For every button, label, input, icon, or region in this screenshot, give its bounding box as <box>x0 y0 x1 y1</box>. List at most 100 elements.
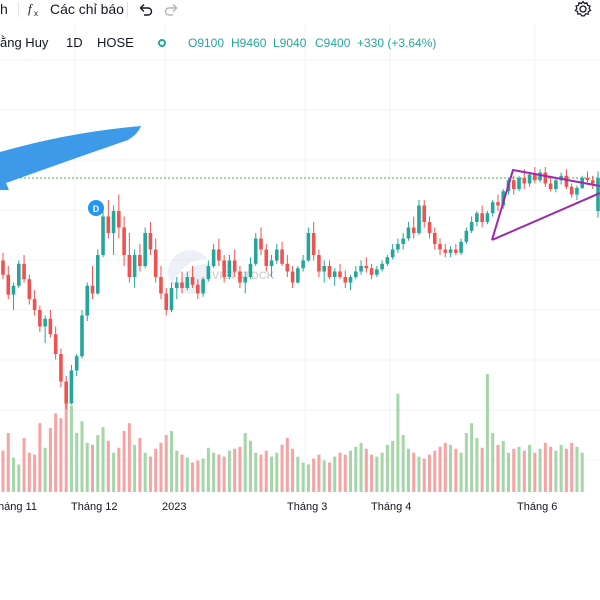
volume-bar <box>201 458 205 492</box>
volume-bar <box>322 460 326 492</box>
high-value: H9460 <box>231 36 267 50</box>
volume-bar <box>306 464 310 492</box>
candle-body <box>90 285 95 294</box>
candle <box>32 290 37 316</box>
candle <box>211 244 216 269</box>
volume-bar <box>543 442 547 492</box>
volume-bar <box>138 437 142 492</box>
candle-body <box>554 180 558 189</box>
candle <box>22 255 26 283</box>
candle <box>243 271 248 294</box>
toolbar-cut-label[interactable]: h <box>0 1 8 17</box>
volume-bar <box>54 413 58 492</box>
candle <box>359 260 363 275</box>
candle <box>132 249 137 288</box>
candle-body <box>196 284 200 294</box>
candle <box>401 233 405 250</box>
candle <box>364 257 369 273</box>
volume-bar <box>38 423 42 492</box>
candle <box>148 222 153 255</box>
candle-body <box>127 255 132 277</box>
candle-body <box>390 249 395 258</box>
dividend-event-marker[interactable]: D <box>88 200 104 216</box>
candle-body <box>85 285 90 316</box>
candle-body <box>280 249 284 264</box>
undo-icon[interactable] <box>137 0 153 18</box>
volume-bar <box>22 437 26 492</box>
candle <box>306 227 311 262</box>
volume-bar <box>6 433 10 492</box>
candle <box>85 282 90 321</box>
gear-icon[interactable] <box>572 0 594 20</box>
candle <box>264 244 269 272</box>
candle <box>475 211 479 227</box>
volume-bar <box>570 442 574 492</box>
candle-body <box>432 233 437 244</box>
candle <box>117 194 121 239</box>
volume-bar <box>222 456 226 492</box>
volume-bar <box>443 442 447 492</box>
interval-label[interactable]: 1D <box>66 35 83 50</box>
candlesticks <box>1 167 600 409</box>
candle-body <box>464 230 469 242</box>
candle-body <box>443 249 448 253</box>
candle <box>369 263 374 280</box>
candle-body <box>206 266 211 280</box>
volume-bar <box>354 446 358 492</box>
volume-bar <box>106 440 110 492</box>
volume-bar <box>180 454 184 492</box>
indicators-button[interactable]: Các chỉ báo <box>50 1 124 17</box>
candle-body <box>169 288 174 310</box>
candle <box>227 255 232 280</box>
volume-bar <box>475 437 479 492</box>
candle <box>480 205 484 228</box>
candle-body <box>227 260 232 277</box>
volume-bar <box>512 448 516 492</box>
volume-bar <box>291 448 295 492</box>
volume-bar <box>528 444 532 492</box>
candle-body <box>575 187 579 195</box>
candle-body <box>290 271 295 283</box>
symbol-name[interactable]: ằng Huy <box>0 35 49 50</box>
volume-bar <box>438 446 442 492</box>
candle-body <box>343 277 348 283</box>
candle <box>122 216 126 266</box>
candle-body <box>564 175 569 187</box>
candle-body <box>48 318 53 335</box>
candle-body <box>332 271 337 277</box>
volume-bar <box>96 434 100 492</box>
volume-bar <box>43 447 47 492</box>
volume-bar <box>317 454 321 492</box>
candle <box>16 260 21 288</box>
candle-body <box>27 279 32 299</box>
volume-bar <box>338 452 342 492</box>
candle-body <box>43 318 47 327</box>
candle-body <box>159 277 163 294</box>
volume-bar <box>391 440 395 492</box>
candle <box>111 205 116 255</box>
candle <box>159 266 163 299</box>
volume-bar <box>275 452 279 492</box>
volume-bar <box>191 462 195 492</box>
volume-bar <box>243 433 247 492</box>
volume-bar <box>270 456 274 492</box>
toolbar-divider <box>127 2 128 17</box>
time-axis-label: Tháng 6 <box>517 501 557 513</box>
candle <box>490 200 495 217</box>
candle-body <box>369 268 374 275</box>
candle <box>138 244 142 272</box>
volume-bar <box>69 405 73 492</box>
candle-body <box>211 249 216 266</box>
candle-body <box>454 249 458 253</box>
candle-body <box>548 183 553 189</box>
volume-bar <box>264 450 268 492</box>
volume-bar <box>296 456 300 492</box>
candle-body <box>138 255 142 266</box>
redo-icon[interactable] <box>164 0 180 18</box>
candle-body <box>106 216 111 233</box>
volume-bar <box>385 444 389 492</box>
volume-bar <box>501 440 505 492</box>
volume-bar <box>33 454 37 492</box>
